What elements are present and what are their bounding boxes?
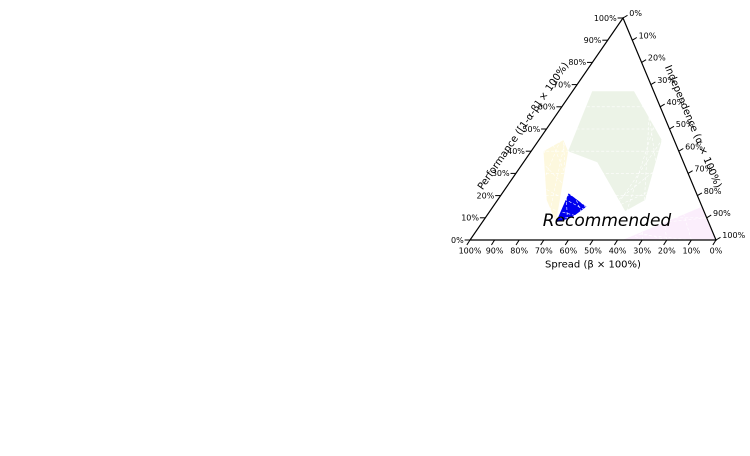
bottom-axis-tick [638,239,643,246]
right-axis-tick-label: 10% [639,31,657,40]
right-axis-tick [641,59,647,63]
right-axis-tick [622,14,628,19]
left-axis-tick-label: 90% [584,36,602,45]
right-axis-tick-label: 20% [648,54,666,63]
grid-line [485,217,692,241]
right-axis-tick-label: 90% [713,209,731,218]
right-axis-tick-label: 60% [685,142,703,151]
bottom-axis-tick [614,239,619,246]
right-axis-tick-label: 70% [694,165,712,174]
right-axis-tick [678,148,684,152]
left-axis-tick-label: 70% [553,80,571,89]
bottom-axis-tick-label: 90% [486,246,504,255]
right-axis-tick-label: 80% [704,187,722,196]
bottom-axis-tick-label: 50% [584,246,602,255]
grid-line [494,40,608,241]
bottom-axis-tick [515,239,520,246]
right-axis-tick [669,125,675,130]
left-axis-tick-label: 0% [451,236,464,245]
grid-line [543,84,578,241]
left-axis-tick-label: 60% [538,103,556,112]
bottom-axis-tick-label: 60% [560,246,578,255]
left-axis-tick-label: 100% [594,14,617,23]
bottom-axis-tick [564,239,569,246]
grid-line [500,195,667,241]
bottom-axis-tick [712,239,717,246]
right-axis-tick [659,103,665,108]
bottom-axis-label: Spread (β × 100%) [545,260,641,271]
left-axis-tick-label: 30% [492,169,510,178]
right-axis-tick-label: 0% [629,9,642,18]
region-0 [556,193,587,223]
grid-line [568,150,679,241]
bottom-axis-tick [663,239,668,246]
left-axis-tick-label: 40% [507,147,525,156]
bottom-axis-tick-label: 30% [633,246,651,255]
right-axis-tick [650,81,656,86]
bottom-axis-tick [687,239,692,246]
bottom-axis-tick-label: 100% [459,246,482,255]
bottom-axis-tick [589,239,594,246]
right-axis-tick-label: 40% [667,98,685,107]
grid-line [530,150,618,241]
bottom-axis-tick-label: 0% [710,246,723,255]
left-axis-tick-label: 80% [568,58,586,67]
bottom-axis-tick-label: 20% [658,246,676,255]
right-axis-tick [697,192,703,197]
grid-line [546,128,594,241]
bottom-axis-tick [466,239,471,246]
region-2 [543,140,569,223]
right-axis-tick [706,214,712,219]
right-axis-tick [715,236,721,241]
right-axis-tick [632,37,638,41]
bottom-axis-tick-label: 70% [535,246,553,255]
grid-line [641,84,652,241]
left-axis-tick-label: 50% [522,125,540,134]
grid-line [543,173,689,241]
grid-line [494,217,707,241]
left-axis-tick-label: 10% [461,214,479,223]
bottom-axis-tick [491,239,496,246]
right-axis-tick-label: 100% [722,231,745,240]
region-1 [568,91,662,212]
grid-line [519,195,698,241]
grid-line [515,173,643,241]
bottom-axis-tick-label: 40% [609,246,627,255]
bottom-axis-tick [540,239,545,246]
grid-line [592,128,670,241]
left-axis-tick-label: 20% [477,191,495,200]
bottom-axis-tick-label: 10% [683,246,701,255]
right-axis-tick-label: 50% [676,120,694,129]
bottom-axis-tick-label: 80% [510,246,528,255]
region-3 [622,206,716,240]
right-axis-tick [687,170,693,174]
recommended-annotation: Recommended [543,211,672,231]
right-axis-tick-label: 30% [657,76,675,85]
